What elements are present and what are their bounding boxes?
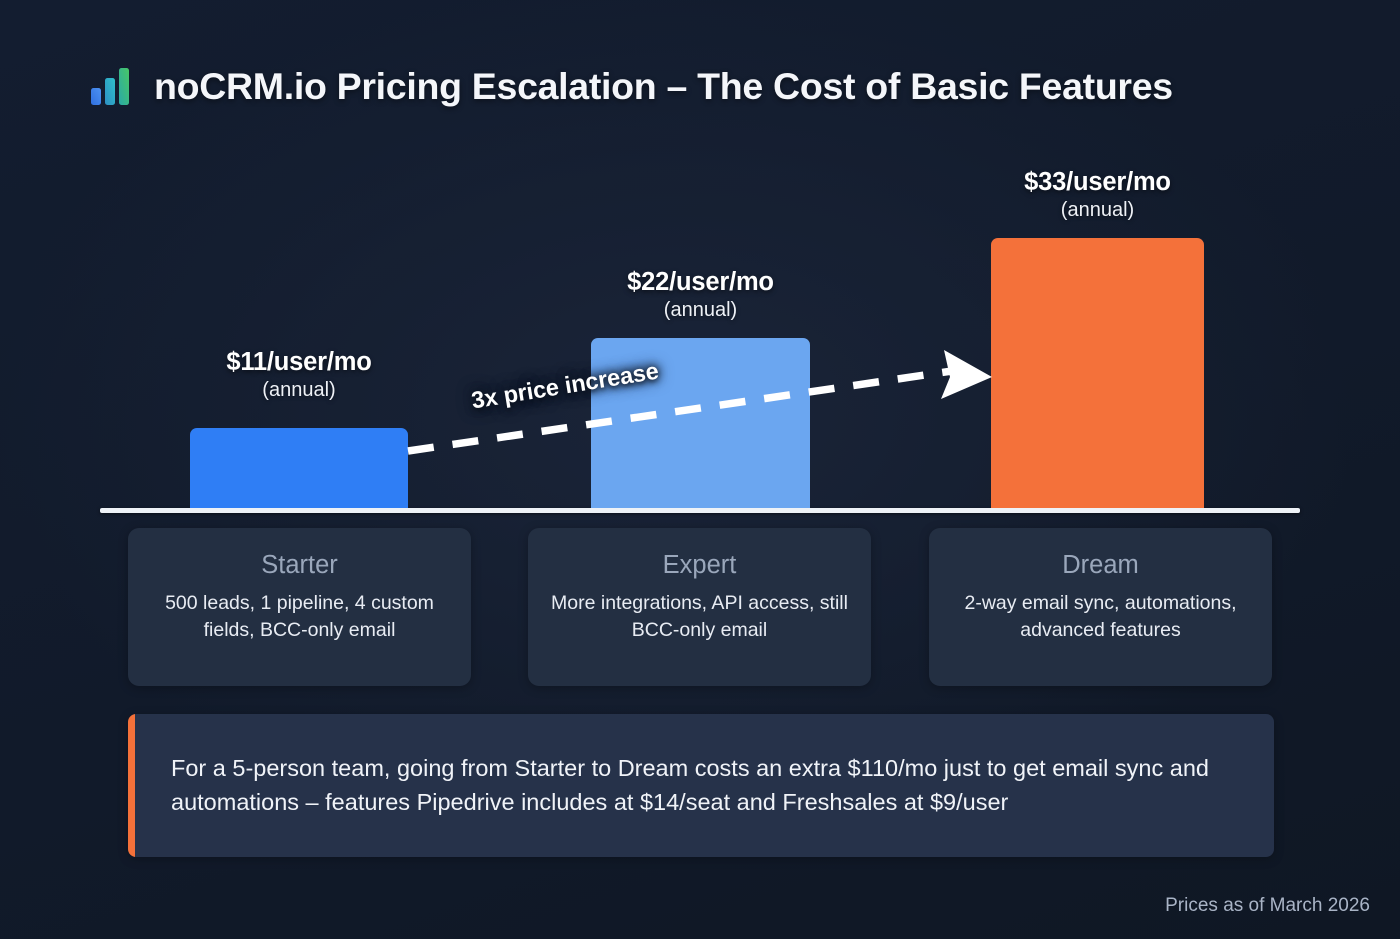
tier-card-dream-title: Dream <box>1062 551 1139 579</box>
bar-chart-logo-icon <box>91 68 129 105</box>
header: noCRM.io Pricing Escalation – The Cost o… <box>88 64 1173 108</box>
bar-starter <box>190 428 408 508</box>
page-title: noCRM.io Pricing Escalation – The Cost o… <box>154 64 1173 107</box>
tier-card-expert-title: Expert <box>662 551 737 579</box>
callout-accent-bar <box>128 714 135 857</box>
tier-card-dream: Dream 2-way email sync, automations, adv… <box>929 528 1272 686</box>
footer-note: Prices as of March 2026 <box>1165 895 1370 916</box>
value-label-expert-period: (annual) <box>663 299 738 322</box>
callout-box: For a 5-person team, going from Starter … <box>128 714 1274 857</box>
tier-card-dream-description: 2-way email sync, automations, advanced … <box>964 591 1237 642</box>
value-label-starter-amount: $11/user/mo <box>226 348 372 376</box>
arrow-annotation-label: 3x price increase <box>469 357 661 414</box>
value-label-dream-period: (annual) <box>1060 199 1135 222</box>
value-label-starter-period: (annual) <box>262 379 336 402</box>
arrow-head-icon <box>941 350 992 399</box>
value-label-dream: $33/user/mo (annual) <box>991 168 1204 224</box>
tier-card-expert: Expert More integrations, API access, st… <box>528 528 871 686</box>
tier-card-starter-description: 500 leads, 1 pipeline, 4 custom fields, … <box>165 591 434 642</box>
bar-dream <box>991 238 1204 508</box>
tier-card-starter-title: Starter <box>261 551 338 579</box>
callout-text: For a 5-person team, going from Starter … <box>171 754 1209 815</box>
value-label-dream-amount: $33/user/mo <box>1024 168 1171 196</box>
chart-baseline-axis <box>100 508 1300 513</box>
value-label-expert: $22/user/mo (annual) <box>591 268 810 324</box>
tier-card-starter: Starter 500 leads, 1 pipeline, 4 custom … <box>128 528 471 686</box>
value-label-starter: $11/user/mo (annual) <box>190 348 408 404</box>
tier-card-expert-description: More integrations, API access, still BCC… <box>551 591 848 642</box>
value-label-expert-amount: $22/user/mo <box>627 268 774 296</box>
